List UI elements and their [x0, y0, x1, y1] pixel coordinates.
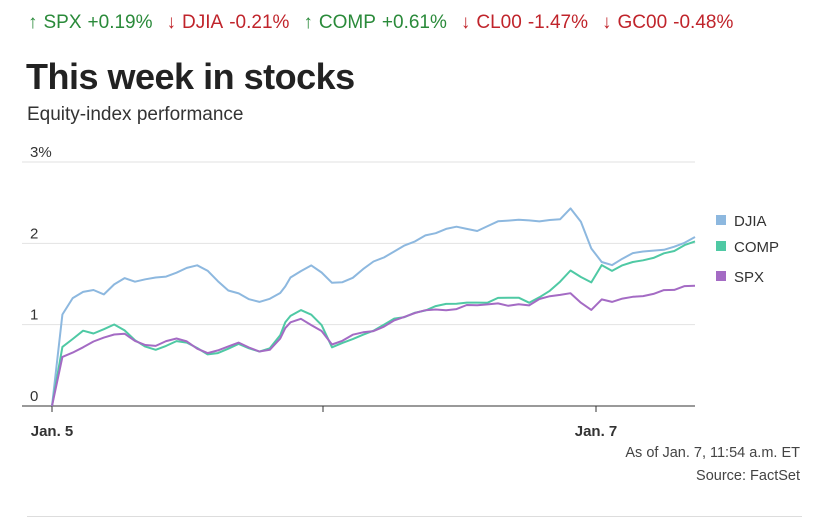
- x-tick-label: Jan. 7: [575, 423, 618, 440]
- y-tick-label: 2: [30, 225, 38, 242]
- ticker-item-comp[interactable]: ↑ COMP +0.61%: [303, 12, 446, 34]
- ticker-item-djia[interactable]: ↓ DJIA -0.21%: [167, 12, 290, 34]
- legend-label-comp: COMP: [734, 239, 779, 256]
- y-tick-label: 3%: [30, 144, 52, 161]
- legend-swatch-djia: [716, 215, 726, 225]
- series-line-spx: [51, 284, 696, 407]
- ticker-change: +0.19%: [87, 12, 153, 33]
- as-of-note: As of Jan. 7, 11:54 a.m. ET: [625, 445, 800, 461]
- cut-off-headline: [400, 0, 480, 6]
- arrow-down-icon: ↓: [602, 12, 612, 33]
- arrow-down-icon: ↓: [166, 12, 177, 33]
- y-tick-label: 0: [30, 388, 38, 405]
- legend-swatch-comp: [716, 241, 726, 251]
- chart-title: This week in stocks: [26, 56, 355, 97]
- y-tick-label: 1: [30, 307, 38, 324]
- ticker-bar: ↑ SPX +0.19% ↓ DJIA -0.21% ↑ COMP +0.61% ↓ CL00 -1.…: [28, 12, 733, 34]
- ticker-symbol: COMP: [318, 12, 376, 33]
- source-note: Source: FactSet: [696, 468, 800, 484]
- ticker-symbol: SPX: [43, 12, 82, 33]
- ticker-change: +0.61%: [381, 12, 447, 33]
- ticker-change: -0.48%: [673, 12, 734, 33]
- ticker-item-spx[interactable]: ↑ SPX +0.19%: [28, 12, 153, 34]
- x-tick-label: Jan. 5: [31, 423, 74, 440]
- ticker-item-cl00[interactable]: ↓ CL00 -1.47%: [461, 12, 588, 34]
- series-line-comp: [51, 240, 696, 407]
- ticker-item-gc00[interactable]: ↓ GC00 -0.48%: [602, 12, 733, 34]
- chart-subtitle: Equity-index performance: [27, 104, 244, 125]
- arrow-up-icon: ↑: [28, 12, 38, 33]
- legend-swatch-spx: [716, 271, 726, 281]
- arrow-down-icon: ↓: [460, 12, 471, 33]
- divider: [27, 516, 802, 517]
- ticker-symbol: CL00: [476, 12, 522, 33]
- series-line-djia: [51, 207, 696, 407]
- arrow-up-icon: ↑: [303, 12, 313, 33]
- ticker-change: -0.21%: [229, 12, 290, 33]
- legend-label-djia: DJIA: [734, 213, 767, 230]
- ticker-symbol: GC00: [617, 12, 668, 33]
- legend-label-spx: SPX: [734, 269, 764, 286]
- ticker-change: -1.47%: [527, 12, 589, 33]
- ticker-symbol: DJIA: [182, 12, 224, 33]
- line-chart: 0 1 2 3% Jan. 5 Jan. 7 DJIA COMP SPX: [22, 144, 779, 440]
